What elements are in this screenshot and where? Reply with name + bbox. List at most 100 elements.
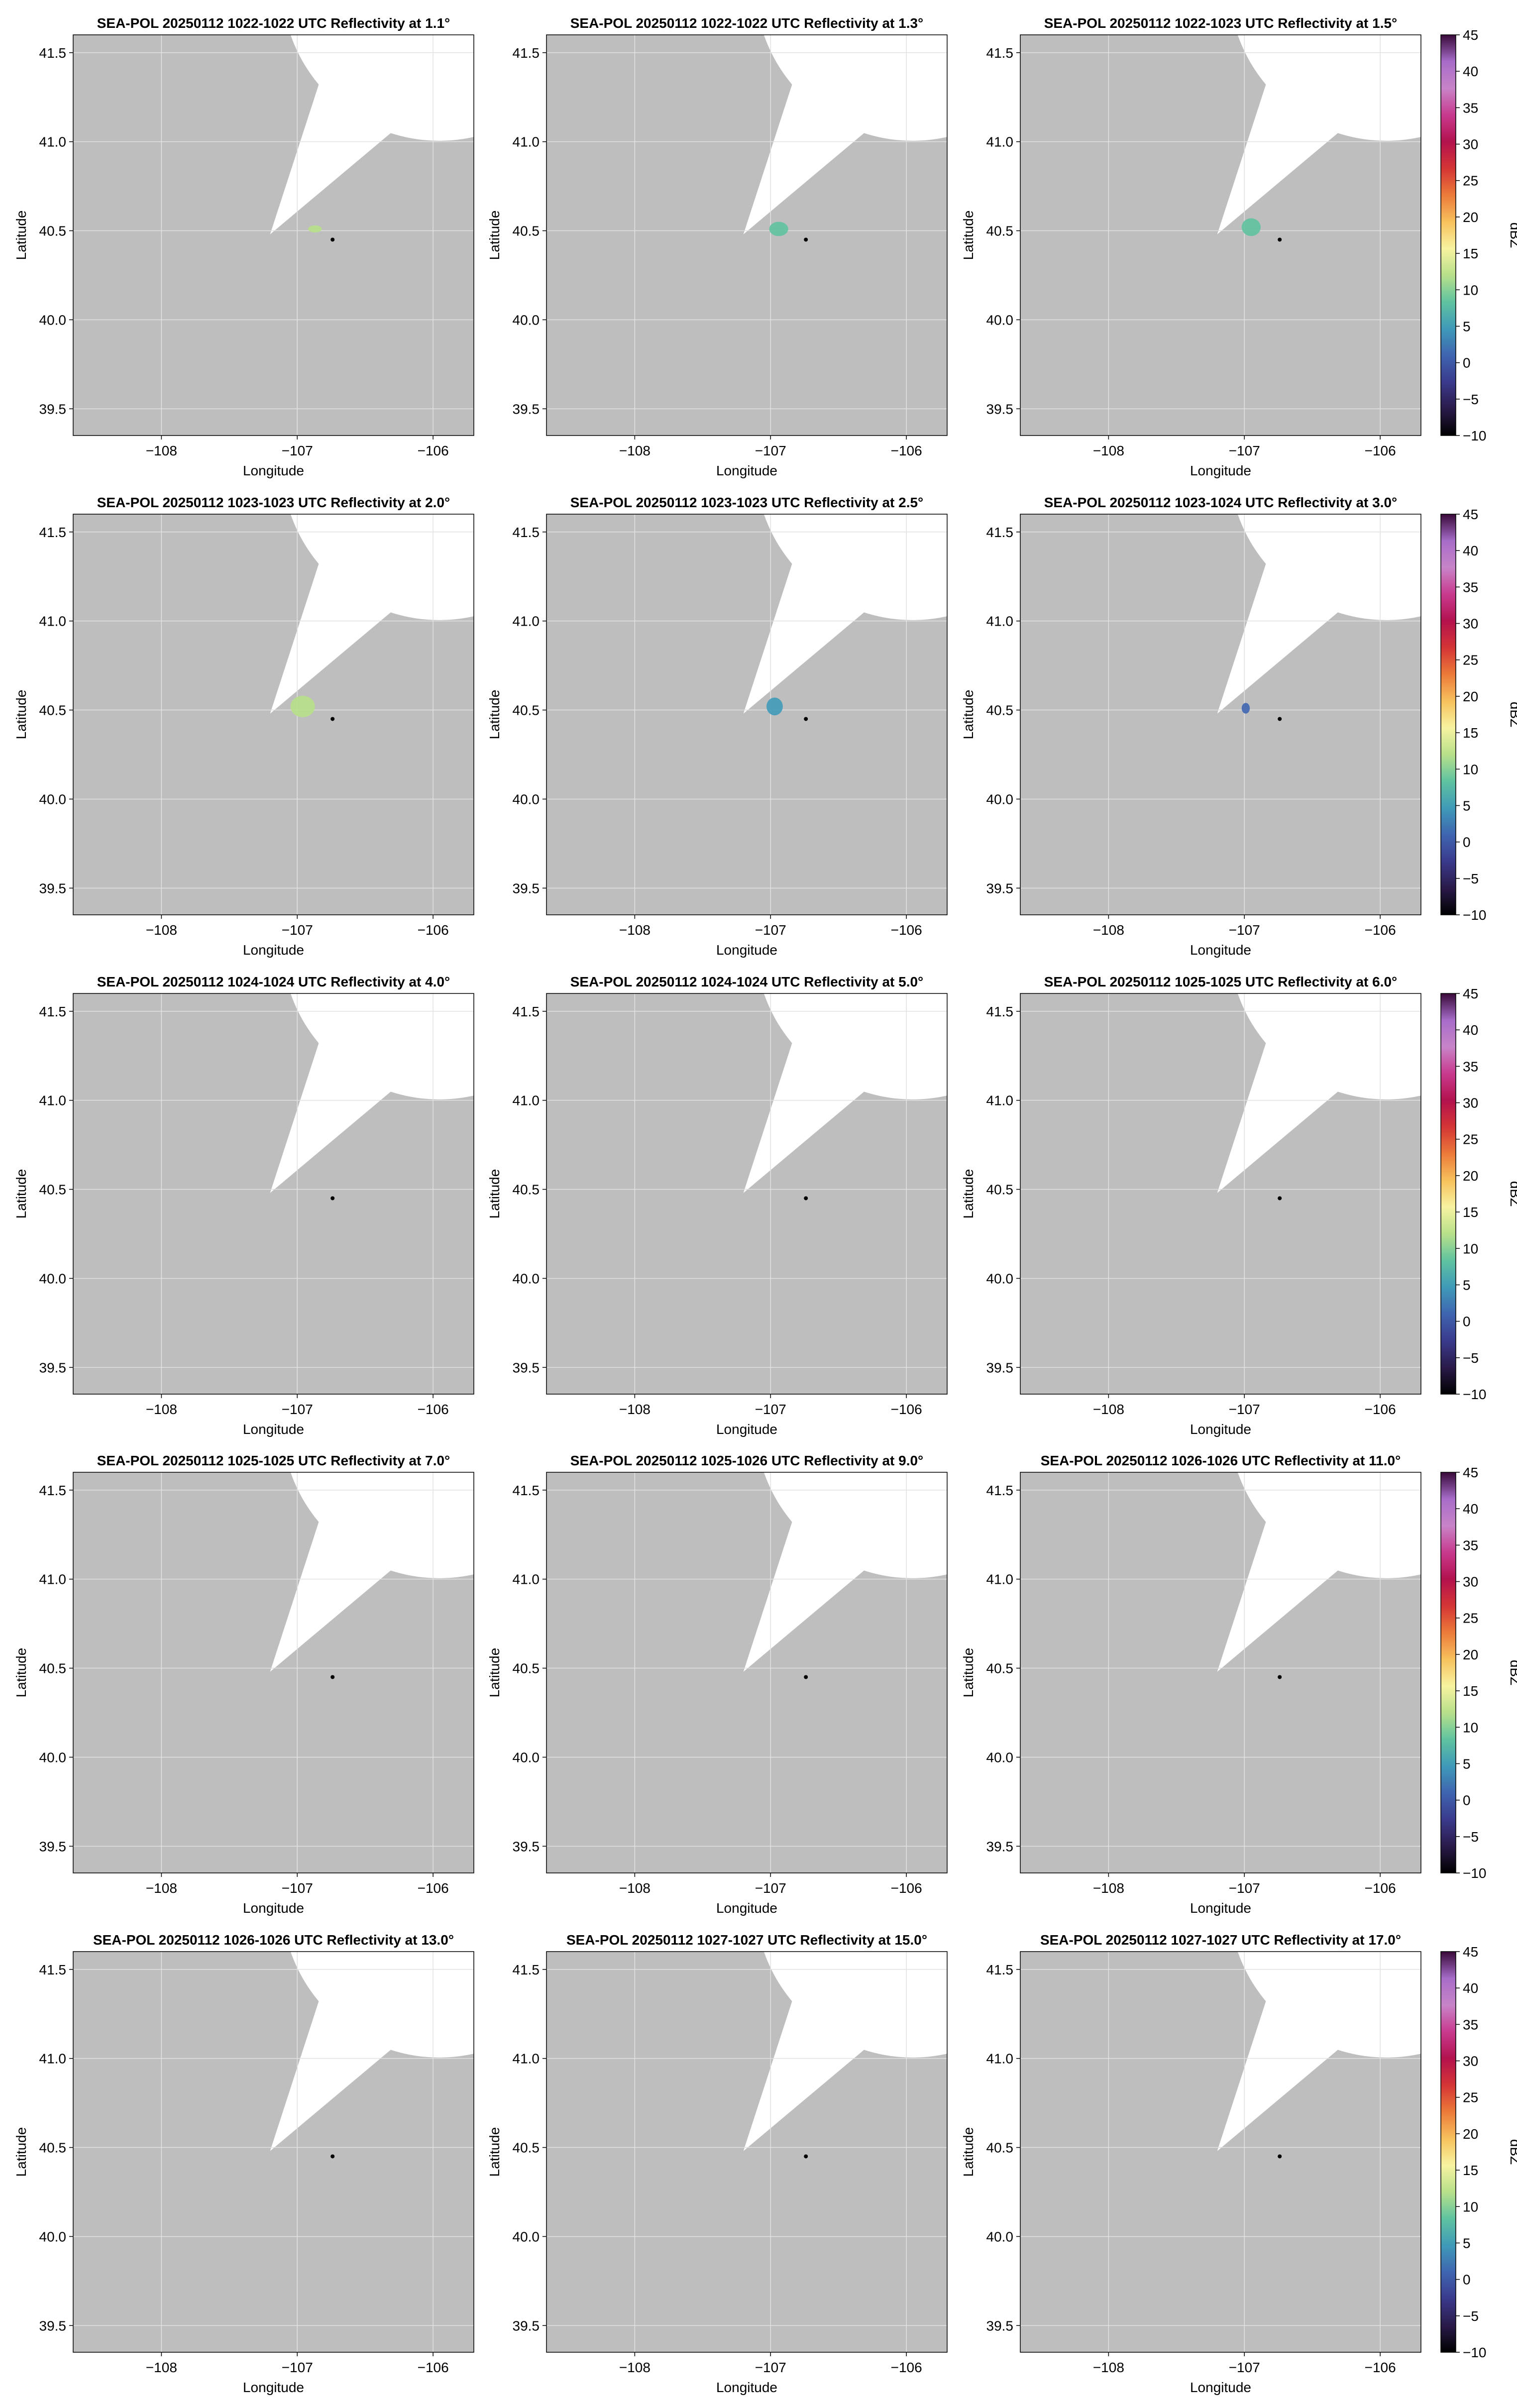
colorbar-tick-label: 20 (1463, 2126, 1478, 2142)
panel-title: SEA-POL 20250112 1023-1023 UTC Reflectiv… (97, 495, 450, 510)
y-axis-label: Latitude (13, 211, 29, 260)
colorbar-tick-label: 0 (1463, 1314, 1471, 1329)
y-axis-label: Latitude (487, 211, 502, 260)
y-tick-label: 39.5 (513, 2318, 540, 2333)
x-tick-label: −106 (891, 922, 922, 938)
x-tick-label: −106 (418, 1402, 449, 1417)
radar-panel: SEA-POL 20250112 1022-1022 UTC Reflectiv… (487, 15, 948, 478)
radar-coverage (743, 993, 947, 1193)
axes-frame (73, 514, 474, 915)
y-tick-label: 40.0 (39, 1271, 67, 1286)
colorbar-tick-label: −10 (1463, 2345, 1487, 2360)
colorbar-tick-label: 10 (1463, 1720, 1478, 1735)
x-tick-label: −107 (1229, 922, 1260, 938)
y-tick-label: 39.5 (513, 1839, 540, 1854)
colorbar-tick-label: 0 (1463, 355, 1471, 371)
radar-panel: SEA-POL 20250112 1025-1026 UTC Reflectiv… (487, 1453, 948, 1916)
y-tick-label: 39.5 (986, 2318, 1014, 2333)
echo-blob (1241, 703, 1250, 714)
axes-frame (73, 1472, 474, 1873)
y-tick-label: 41.0 (39, 134, 67, 150)
axes-frame (546, 514, 948, 915)
radar-coverage (1217, 993, 1421, 1193)
x-tick-label: −107 (282, 1402, 313, 1417)
y-tick-label: 41.0 (986, 134, 1014, 150)
x-axis-label: Longitude (1190, 942, 1251, 958)
panel-title: SEA-POL 20250112 1026-1026 UTC Reflectiv… (93, 1932, 454, 1948)
x-tick-label: −107 (755, 2360, 786, 2375)
x-tick-label: −108 (1093, 922, 1124, 938)
colorbar-tick-label: 40 (1463, 64, 1478, 79)
colorbar-tick-label: 25 (1463, 653, 1478, 668)
colorbar-label: dBZ (1508, 1660, 1517, 1685)
colorbar-tick-label: 20 (1463, 1168, 1478, 1184)
radar-coverage (743, 1952, 947, 2151)
colorbar-gradient (1440, 1472, 1456, 1873)
colorbar-tick-label: 30 (1463, 1574, 1478, 1590)
radar-marker (804, 717, 808, 721)
y-axis-label: Latitude (961, 1648, 976, 1698)
echo-blob (308, 225, 322, 233)
y-tick-label: 39.5 (513, 401, 540, 417)
x-tick-label: −108 (146, 1402, 177, 1417)
x-axis-label: Longitude (243, 463, 304, 478)
y-tick-label: 39.5 (39, 1360, 67, 1375)
colorbar-tick-label: 0 (1463, 1793, 1471, 1808)
echo-blob (290, 695, 315, 717)
panel-title: SEA-POL 20250112 1027-1027 UTC Reflectiv… (1040, 1932, 1401, 1948)
radar-marker (330, 717, 335, 721)
panel-title: SEA-POL 20250112 1024-1024 UTC Reflectiv… (97, 974, 450, 989)
colorbar-tick-label: −10 (1463, 1865, 1487, 1881)
x-tick-label: −106 (418, 922, 449, 938)
y-tick-label: 41.0 (513, 2051, 540, 2067)
axes-frame (546, 34, 948, 436)
y-tick-label: 41.0 (39, 2051, 67, 2067)
y-tick-label: 39.5 (513, 1360, 540, 1375)
y-axis-label: Latitude (13, 1648, 29, 1698)
y-tick-label: 41.5 (513, 1483, 540, 1498)
y-tick-label: 41.5 (39, 1483, 67, 1498)
x-tick-label: −106 (1365, 922, 1396, 938)
y-tick-label: 40.0 (986, 2229, 1014, 2244)
y-axis-label: Latitude (487, 1648, 502, 1698)
y-tick-label: 40.5 (513, 1182, 540, 1198)
radar-panel: SEA-POL 20250112 1022-1023 UTC Reflectiv… (961, 15, 1517, 478)
colorbar-tick-label: −5 (1463, 392, 1479, 407)
colorbar-tick-label: 35 (1463, 1537, 1478, 1553)
x-axis-label: Longitude (716, 2380, 777, 2395)
colorbar-label: dBZ (1508, 222, 1517, 248)
colorbar-tick-label: −5 (1463, 871, 1479, 886)
y-tick-label: 40.0 (513, 1271, 540, 1286)
panel-title: SEA-POL 20250112 1024-1024 UTC Reflectiv… (570, 974, 924, 989)
x-axis-label: Longitude (1190, 1900, 1251, 1916)
y-tick-label: 41.0 (39, 1093, 67, 1108)
x-tick-label: −108 (1093, 443, 1124, 458)
y-tick-label: 40.5 (39, 703, 67, 718)
colorbar-tick-label: 0 (1463, 835, 1471, 850)
x-tick-label: −107 (1229, 2360, 1260, 2375)
y-tick-label: 40.5 (986, 223, 1014, 239)
radar-marker (330, 1196, 335, 1201)
panel-title: SEA-POL 20250112 1025-1025 UTC Reflectiv… (1044, 974, 1398, 989)
y-tick-label: 40.0 (986, 1750, 1014, 1765)
y-tick-label: 40.5 (39, 223, 67, 239)
panel-title: SEA-POL 20250112 1022-1022 UTC Reflectiv… (97, 15, 450, 31)
colorbar-tick-label: 5 (1463, 1277, 1471, 1293)
echo-blob (1241, 218, 1261, 236)
y-axis-label: Latitude (961, 1169, 976, 1219)
x-axis-label: Longitude (716, 463, 777, 478)
colorbar-tick-label: 30 (1463, 137, 1478, 152)
colorbar-tick-label: −10 (1463, 428, 1487, 443)
x-axis-label: Longitude (716, 1900, 777, 1916)
y-tick-label: 39.5 (986, 1839, 1014, 1854)
colorbar-tick-label: −10 (1463, 1387, 1487, 1402)
y-tick-label: 41.0 (986, 2051, 1014, 2067)
y-tick-label: 39.5 (986, 880, 1014, 896)
y-tick-label: 41.5 (986, 45, 1014, 61)
x-tick-label: −106 (1365, 1880, 1396, 1896)
axes-frame (1020, 34, 1421, 436)
y-tick-label: 41.5 (513, 525, 540, 540)
y-tick-label: 40.5 (513, 703, 540, 718)
y-tick-label: 40.5 (986, 1182, 1014, 1198)
